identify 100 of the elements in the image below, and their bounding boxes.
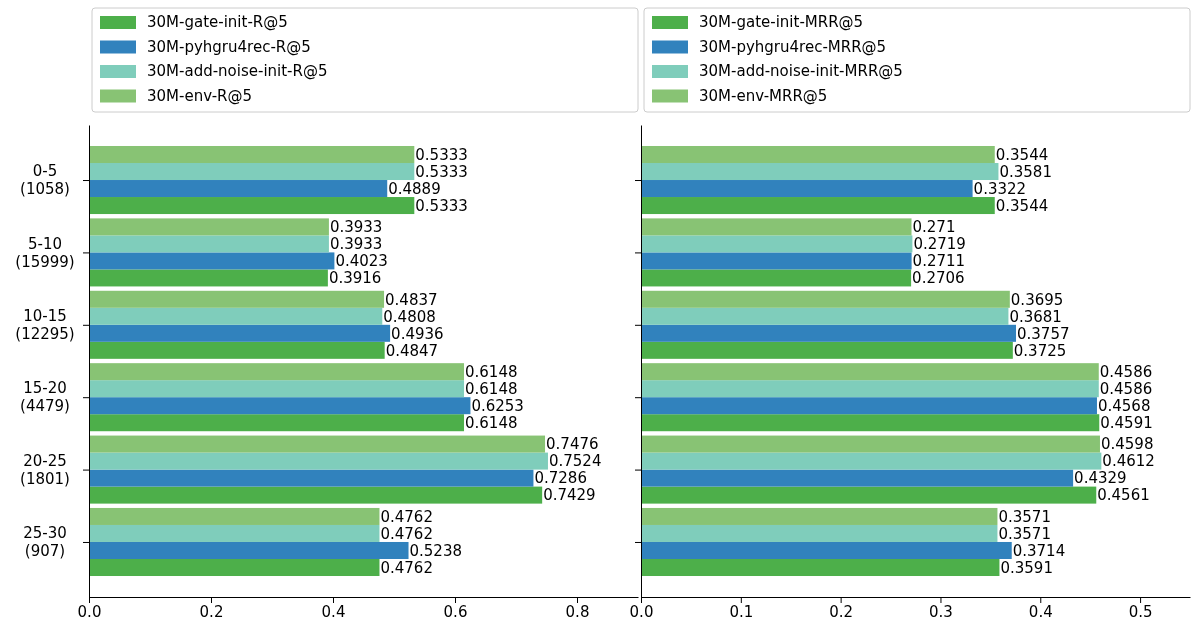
data-label: 0.3933 — [329, 235, 383, 254]
bar — [89, 558, 380, 577]
data-label: 0.4837 — [385, 290, 438, 309]
bar — [89, 218, 329, 236]
data-label: 0.6148 — [465, 413, 518, 432]
data-label: 0.2719 — [913, 235, 966, 254]
data-label: 0.7286 — [534, 469, 587, 488]
y-tick-label: 20-25 (1801) — [20, 451, 70, 488]
data-label: 0.3714 — [1012, 541, 1066, 560]
bar — [89, 269, 328, 287]
data-label: 0.6148 — [465, 362, 518, 381]
legend-label: 30M-add-noise-init-R@5 — [147, 62, 328, 81]
data-label: 0.3681 — [1009, 307, 1062, 326]
bar — [641, 163, 999, 181]
bar — [641, 252, 912, 270]
x-tick-label: 0.2 — [199, 602, 224, 621]
data-label: 0.3571 — [998, 524, 1051, 543]
bar — [641, 145, 995, 164]
data-label: 0.6253 — [471, 396, 524, 415]
data-label: 0.2706 — [912, 269, 965, 288]
data-label: 0.4561 — [1097, 486, 1150, 505]
y-tick-label: 10-15 (12295) — [15, 307, 75, 344]
data-label: 0.3581 — [999, 162, 1052, 181]
x-tick-label: 0.0 — [77, 602, 102, 621]
data-label: 0.5333 — [415, 162, 468, 181]
data-label: 0.7476 — [546, 435, 599, 454]
bar — [89, 252, 335, 270]
legend-label: 30M-pyhgru4rec-MRR@5 — [699, 37, 887, 56]
data-label: 0.4762 — [380, 558, 433, 577]
data-label: 0.3591 — [1000, 558, 1053, 577]
legend-label: 30M-add-noise-init-MRR@5 — [699, 62, 903, 81]
bar — [641, 363, 1099, 381]
x-tick-label: 0.4 — [321, 602, 346, 621]
bar — [89, 324, 391, 342]
legend-label: 30M-env-MRR@5 — [699, 86, 828, 105]
bar — [641, 324, 1017, 342]
data-label: 0.271 — [912, 218, 956, 237]
data-label: 0.5238 — [409, 541, 463, 560]
data-label: 0.3916 — [328, 269, 382, 288]
data-label: 0.4936 — [391, 324, 444, 343]
x-tick-label: 0.6 — [443, 602, 468, 621]
data-label: 0.4329 — [1074, 469, 1127, 488]
bar — [641, 218, 912, 236]
data-label: 0.4598 — [1100, 435, 1154, 454]
bar — [641, 197, 995, 215]
bar — [641, 235, 913, 253]
data-label: 0.3695 — [1010, 290, 1064, 309]
bar — [641, 469, 1074, 487]
bar — [89, 507, 380, 525]
bar — [641, 541, 1012, 559]
bar — [89, 469, 534, 487]
bar — [89, 452, 548, 470]
bar — [641, 486, 1097, 504]
bar — [641, 524, 998, 542]
bar — [89, 380, 465, 398]
data-label: 0.7429 — [543, 486, 596, 505]
legend-label: 30M-gate-init-R@5 — [147, 13, 288, 32]
data-label: 0.3757 — [1017, 324, 1070, 343]
bar — [641, 507, 998, 525]
data-label: 0.4023 — [335, 252, 388, 271]
bar — [89, 307, 383, 325]
x-tick-label: 0.2 — [829, 602, 854, 621]
x-tick-label: 0.3 — [929, 602, 953, 621]
bar — [89, 145, 415, 164]
y-tick-label: 25-30 (907) — [23, 524, 67, 561]
bar — [89, 541, 409, 559]
data-label: 0.3322 — [973, 179, 1027, 198]
data-label: 0.4762 — [380, 524, 433, 543]
data-label: 0.6148 — [465, 379, 518, 398]
data-label: 0.7524 — [548, 452, 602, 471]
x-tick-label: 0.4 — [1028, 602, 1053, 621]
data-label: 0.4762 — [380, 507, 433, 526]
bar — [641, 380, 1099, 398]
data-label: 0.3544 — [995, 196, 1049, 215]
data-label: 0.4586 — [1099, 379, 1153, 398]
data-label: 0.3571 — [998, 507, 1051, 526]
legend-label: 30M-env-R@5 — [147, 86, 253, 105]
x-tick-label: 0.0 — [629, 602, 654, 621]
data-label: 0.3933 — [329, 218, 383, 237]
data-label: 0.4591 — [1100, 413, 1153, 432]
bar — [641, 290, 1010, 308]
data-label: 0.2711 — [912, 252, 966, 271]
data-label: 0.5333 — [415, 145, 468, 164]
data-label: 0.4889 — [388, 179, 441, 198]
y-tick-label: 5-10 (15999) — [15, 234, 75, 271]
bar — [89, 341, 385, 359]
bar — [89, 290, 385, 308]
data-label: 0.5333 — [415, 196, 468, 215]
y-tick-label: 15-20 (4479) — [20, 379, 70, 416]
data-label: 0.4568 — [1097, 396, 1151, 415]
bar — [89, 486, 543, 504]
legend-label: 30M-gate-init-MRR@5 — [699, 13, 864, 32]
bar — [641, 341, 1013, 359]
data-label: 0.4808 — [383, 307, 436, 326]
bar — [89, 414, 465, 432]
bar — [641, 269, 912, 287]
bar — [89, 197, 415, 215]
bar — [89, 163, 415, 181]
legend-label: 30M-pyhgru4rec-R@5 — [147, 37, 311, 56]
x-tick-label: 0.5 — [1128, 602, 1153, 621]
